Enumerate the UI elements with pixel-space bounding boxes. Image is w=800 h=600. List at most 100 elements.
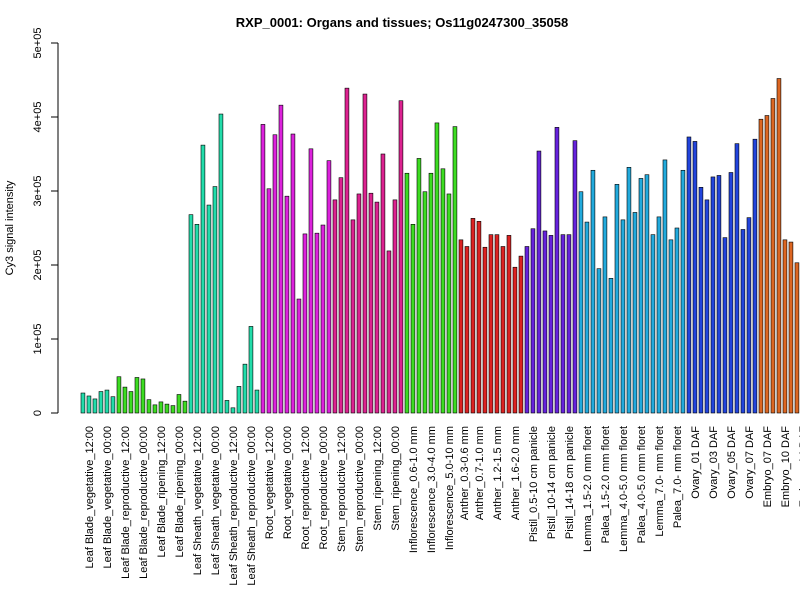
bar xyxy=(644,174,650,414)
bar xyxy=(188,214,194,414)
bar xyxy=(128,391,134,414)
bar xyxy=(392,199,398,414)
bar xyxy=(116,376,122,414)
bar xyxy=(752,138,758,414)
bar xyxy=(80,392,86,414)
bar xyxy=(674,227,680,414)
bar xyxy=(362,93,368,414)
bar xyxy=(584,221,590,414)
x-tick-label: Embryo_14 DAF xyxy=(798,426,800,508)
bar xyxy=(134,377,140,414)
bar xyxy=(446,193,452,414)
x-tick-label: Stem_ripening_12:00 xyxy=(372,426,384,531)
bar xyxy=(692,141,698,414)
bar xyxy=(266,188,272,414)
y-tick-label: 2e+05 xyxy=(32,250,44,281)
y-axis: 0 1e+05 2e+05 3e+05 4e+05 5e+05 xyxy=(32,28,59,416)
x-tick-label: Leaf Blade_reproductive_12:00 xyxy=(120,426,132,579)
x-tick-label: Root_reproductive_12:00 xyxy=(300,426,312,550)
bar xyxy=(242,363,248,414)
x-tick-label: Root_vegetative_00:00 xyxy=(282,426,294,539)
bar xyxy=(368,192,374,414)
bar xyxy=(212,186,218,414)
bar xyxy=(338,177,344,414)
bar xyxy=(770,98,776,414)
bar xyxy=(524,246,530,414)
x-tick-label: Ovary_05 DAF xyxy=(726,426,738,499)
bar xyxy=(236,386,242,414)
bar xyxy=(386,250,392,414)
bar xyxy=(758,118,764,414)
bar xyxy=(200,144,206,414)
x-tick-label: Embryo_07 DAF xyxy=(762,426,774,508)
x-tick-label: Palea_4.0-5.0 mm floret xyxy=(636,426,648,543)
bar xyxy=(782,239,788,414)
bar xyxy=(632,212,638,414)
bar xyxy=(734,143,740,414)
bar xyxy=(722,237,728,414)
bar xyxy=(416,158,422,414)
bar xyxy=(380,153,386,414)
bar xyxy=(422,191,428,414)
bar xyxy=(302,233,308,414)
x-tick-label: Anther_0.3-0.6 mm xyxy=(459,426,471,520)
bar xyxy=(146,399,152,414)
x-tick-label: Palea_1.5-2.0 mm floret xyxy=(600,426,612,543)
bar xyxy=(482,246,488,414)
y-tick-label: 1e+05 xyxy=(32,324,44,355)
bar xyxy=(290,133,296,414)
x-tick-label: Root_reproductive_00:00 xyxy=(318,426,330,550)
y-tick-label: 4e+05 xyxy=(32,102,44,133)
x-tick-label: Ovary_07 DAF xyxy=(744,426,756,499)
bar xyxy=(452,126,458,414)
bar xyxy=(542,230,548,414)
bar xyxy=(488,234,494,414)
bar xyxy=(776,78,782,414)
bar xyxy=(548,235,554,414)
bar xyxy=(494,234,500,414)
y-tick-label: 5e+05 xyxy=(32,28,44,59)
bar xyxy=(272,134,278,414)
y-tick-label: 3e+05 xyxy=(32,176,44,207)
x-tick-label: Leaf Sheath_reproductive_12:00 xyxy=(228,426,240,586)
bar xyxy=(440,168,446,414)
bar xyxy=(122,386,128,414)
bar xyxy=(656,216,662,414)
bar xyxy=(374,201,380,414)
bar xyxy=(764,115,770,414)
bar xyxy=(512,266,518,414)
bar xyxy=(332,199,338,414)
bar xyxy=(596,268,602,414)
bar xyxy=(572,140,578,414)
x-tick-label: Leaf Blade_vegetative_12:00 xyxy=(84,426,96,569)
bar xyxy=(680,169,686,414)
x-tick-label: Root_vegetative_12:00 xyxy=(264,426,276,539)
x-tick-label: Ovary_03 DAF xyxy=(708,426,720,499)
bar xyxy=(140,378,146,414)
bar xyxy=(470,218,476,414)
bar xyxy=(320,224,326,414)
x-tick-label: Lemma_1.5-2.0 mm floret xyxy=(582,426,594,552)
bar xyxy=(176,394,182,414)
x-tick-label: Anther_0.7-1.0 mm xyxy=(474,426,486,520)
bar xyxy=(626,167,632,414)
x-tick-label: Pistil_10-14 cm panicle xyxy=(546,426,558,539)
bar xyxy=(530,228,536,414)
bar xyxy=(428,172,434,414)
bar xyxy=(554,127,560,414)
bar xyxy=(278,104,284,414)
x-tick-label: Anther_1.6-2.0 mm xyxy=(510,426,522,520)
bar xyxy=(746,217,752,414)
bar xyxy=(794,262,800,414)
chart-title: RXP_0001: Organs and tissues; Os11g02473… xyxy=(236,15,568,30)
bar xyxy=(602,216,608,414)
bar xyxy=(326,160,332,414)
bar xyxy=(104,389,110,414)
bar xyxy=(92,398,98,414)
bar xyxy=(164,403,170,414)
x-tick-label: Ovary_01 DAF xyxy=(690,426,702,499)
bar xyxy=(560,234,566,414)
x-tick-label: Leaf Blade_reproductive_00:00 xyxy=(138,426,150,579)
bar xyxy=(704,199,710,414)
